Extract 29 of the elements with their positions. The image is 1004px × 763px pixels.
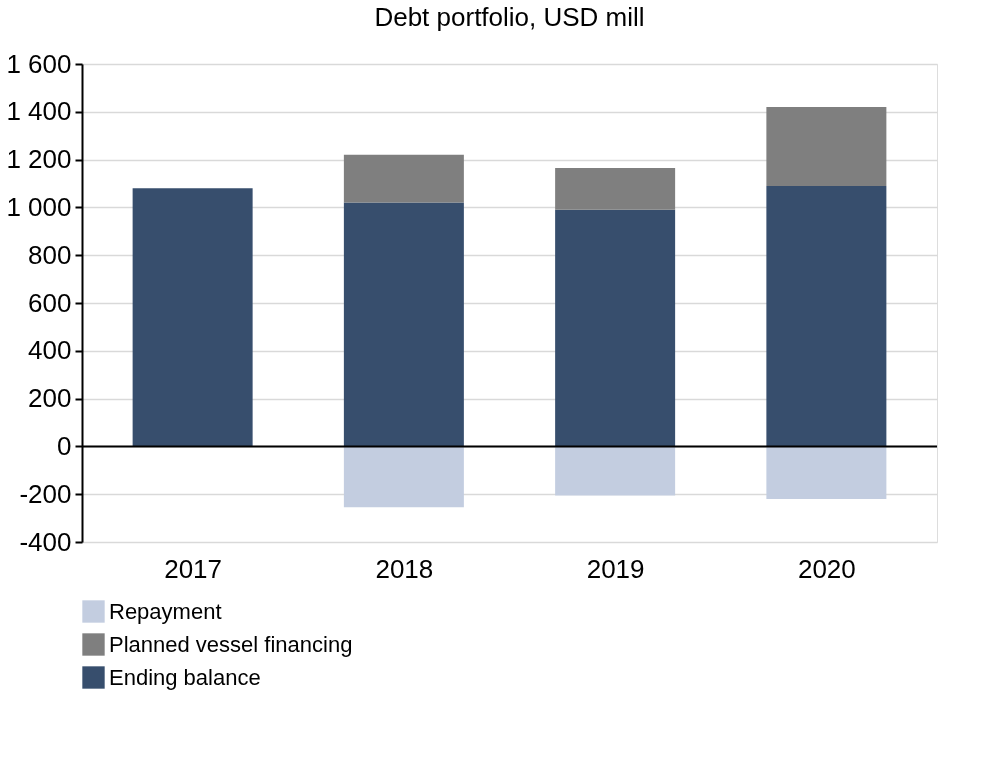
y-tick-label: -200 bbox=[19, 478, 72, 509]
bar bbox=[766, 107, 887, 186]
bar bbox=[343, 154, 464, 203]
y-tick-label: 600 bbox=[28, 287, 72, 318]
y-tick-label: 200 bbox=[28, 383, 72, 414]
x-tick-label: 2018 bbox=[375, 553, 434, 584]
y-tick-label: -400 bbox=[19, 526, 72, 557]
legend-label: Planned vessel financing bbox=[109, 631, 353, 657]
bar bbox=[132, 188, 253, 447]
y-tick-label: 1 000 bbox=[6, 191, 72, 222]
bar bbox=[766, 185, 887, 447]
bar bbox=[555, 446, 676, 496]
y-tick-label: 1 200 bbox=[6, 144, 72, 175]
y-tick-label: 1 400 bbox=[6, 96, 72, 127]
x-tick-label: 2019 bbox=[586, 553, 645, 584]
y-tick-label: 1 600 bbox=[6, 48, 72, 79]
legend-label: Ending balance bbox=[109, 664, 261, 690]
chart-title: Debt portfolio, USD mill bbox=[374, 2, 645, 32]
bar bbox=[343, 446, 464, 508]
y-tick-label: 0 bbox=[57, 430, 72, 461]
bar bbox=[555, 209, 676, 447]
bar bbox=[343, 202, 464, 447]
bar bbox=[555, 167, 676, 210]
x-tick-label: 2020 bbox=[797, 553, 856, 584]
bar bbox=[766, 446, 887, 499]
y-tick-label: 400 bbox=[28, 335, 72, 366]
x-tick-label: 2017 bbox=[164, 553, 223, 584]
legend-label: Repayment bbox=[109, 598, 222, 624]
y-tick-label: 800 bbox=[28, 239, 72, 270]
